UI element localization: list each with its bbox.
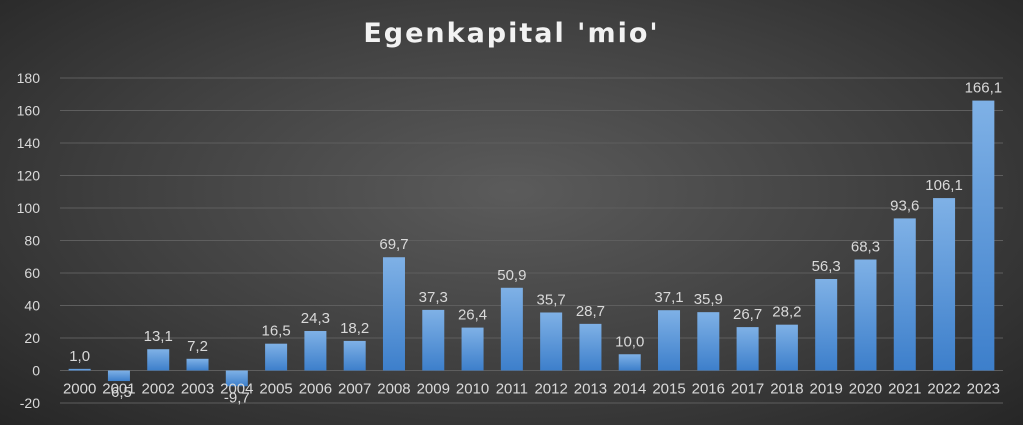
x-tick-label: 2019 — [810, 381, 843, 398]
bar-2012 — [540, 312, 563, 371]
data-label: 1,0 — [69, 348, 90, 365]
x-tick-label: 2003 — [181, 381, 214, 398]
bars — [68, 100, 995, 387]
bar-2006 — [304, 331, 327, 371]
data-label: 7,2 — [187, 338, 208, 355]
bar-2015 — [658, 310, 681, 371]
x-tick-label: 2018 — [770, 381, 803, 398]
data-label: 28,7 — [576, 303, 605, 320]
data-label: 93,6 — [890, 197, 919, 214]
bar-2009 — [422, 309, 445, 371]
x-tick-label: 2000 — [63, 381, 96, 398]
x-tick-label: 2002 — [142, 381, 175, 398]
bar-2003 — [186, 358, 209, 371]
bar-2007 — [343, 340, 366, 371]
data-label: -6,5 — [106, 384, 132, 401]
data-label: 10,0 — [615, 333, 644, 350]
data-label: 68,3 — [851, 239, 880, 256]
gridlines — [60, 77, 1003, 404]
y-tick-label: 180 — [17, 70, 41, 86]
data-label: 18,2 — [340, 320, 369, 337]
x-tick-label: 2008 — [377, 381, 410, 398]
data-label: 35,7 — [537, 291, 566, 308]
bar-2019 — [815, 279, 838, 371]
x-tick-label: 2023 — [967, 381, 1000, 398]
y-tick-label: 100 — [17, 200, 41, 216]
y-tick-label: 120 — [17, 168, 41, 184]
data-label: 35,9 — [694, 291, 723, 308]
data-labels: 1,0 -6,5 13,1 7,2 -9,7 16,5 24,3 18,2 69,7 37,3 26… — [69, 80, 1002, 407]
data-label: 16,5 — [262, 323, 291, 340]
y-tick-label: 60 — [24, 265, 40, 281]
x-tick-label: 2010 — [456, 381, 489, 398]
x-tick-label: 2004 — [220, 381, 253, 398]
x-tick-label: 2021 — [888, 381, 921, 398]
bar-2014 — [618, 354, 641, 371]
data-label: 50,9 — [497, 267, 526, 284]
bar-2008 — [382, 257, 405, 371]
data-label: 56,3 — [812, 258, 841, 275]
y-tick-label: 40 — [24, 298, 40, 314]
data-label: 13,1 — [144, 328, 173, 345]
x-tick-label: 2020 — [849, 381, 882, 398]
bar-2018 — [775, 324, 798, 371]
data-label: 37,1 — [654, 289, 683, 306]
y-tick-label: 160 — [17, 103, 41, 119]
bar-2016 — [697, 312, 720, 371]
y-tick-label: 0 — [32, 363, 40, 379]
x-tick-label: 2015 — [652, 381, 685, 398]
data-label: 106,1 — [925, 177, 963, 194]
data-label: -9,7 — [224, 389, 250, 406]
x-tick-label: 2007 — [338, 381, 371, 398]
data-label: 24,3 — [301, 310, 330, 327]
y-axis: -20 0 20 40 60 80 100 120 140 160 180 — [17, 70, 41, 411]
bar-2004 — [225, 370, 248, 387]
bar-2022 — [933, 198, 956, 371]
chart-title: Egenkapital 'mio' — [363, 18, 660, 49]
x-tick-label: 2011 — [496, 381, 528, 398]
x-tick-label: 2013 — [574, 381, 607, 398]
data-label: 166,1 — [965, 80, 1003, 97]
x-tick-label: 2006 — [299, 381, 332, 398]
bar-2023 — [972, 100, 995, 371]
x-tick-label: 2022 — [927, 381, 960, 398]
x-tick-label: 2017 — [731, 381, 764, 398]
x-axis: 2000 2001 2002 2003 2004 2005 2006 2007 2008 2009… — [63, 381, 1000, 398]
bar-2010 — [461, 327, 484, 371]
y-tick-label: -20 — [20, 395, 40, 411]
bar-2000 — [68, 368, 91, 371]
x-tick-label: 2012 — [534, 381, 567, 398]
bar-2017 — [736, 327, 759, 371]
x-tick-label: 2009 — [417, 381, 450, 398]
bar-2013 — [579, 323, 602, 371]
y-tick-label: 140 — [17, 135, 41, 151]
y-tick-label: 20 — [24, 330, 40, 346]
x-tick-label: 2016 — [692, 381, 725, 398]
data-label: 28,2 — [772, 304, 801, 321]
data-label: 69,7 — [379, 236, 408, 253]
bar-2011 — [500, 287, 523, 371]
bar-2020 — [854, 259, 877, 371]
data-label: 26,7 — [733, 306, 762, 323]
x-tick-label: 2014 — [613, 381, 646, 398]
data-label: 37,3 — [419, 289, 448, 306]
bar-2002 — [147, 349, 170, 371]
data-label: 26,4 — [458, 307, 487, 324]
x-tick-label: 2005 — [259, 381, 292, 398]
bar-2001 — [107, 370, 130, 382]
bar-2021 — [893, 218, 916, 371]
x-tick-label: 2001 — [102, 381, 135, 398]
y-tick-label: 80 — [24, 233, 40, 249]
bar-2005 — [265, 343, 288, 371]
